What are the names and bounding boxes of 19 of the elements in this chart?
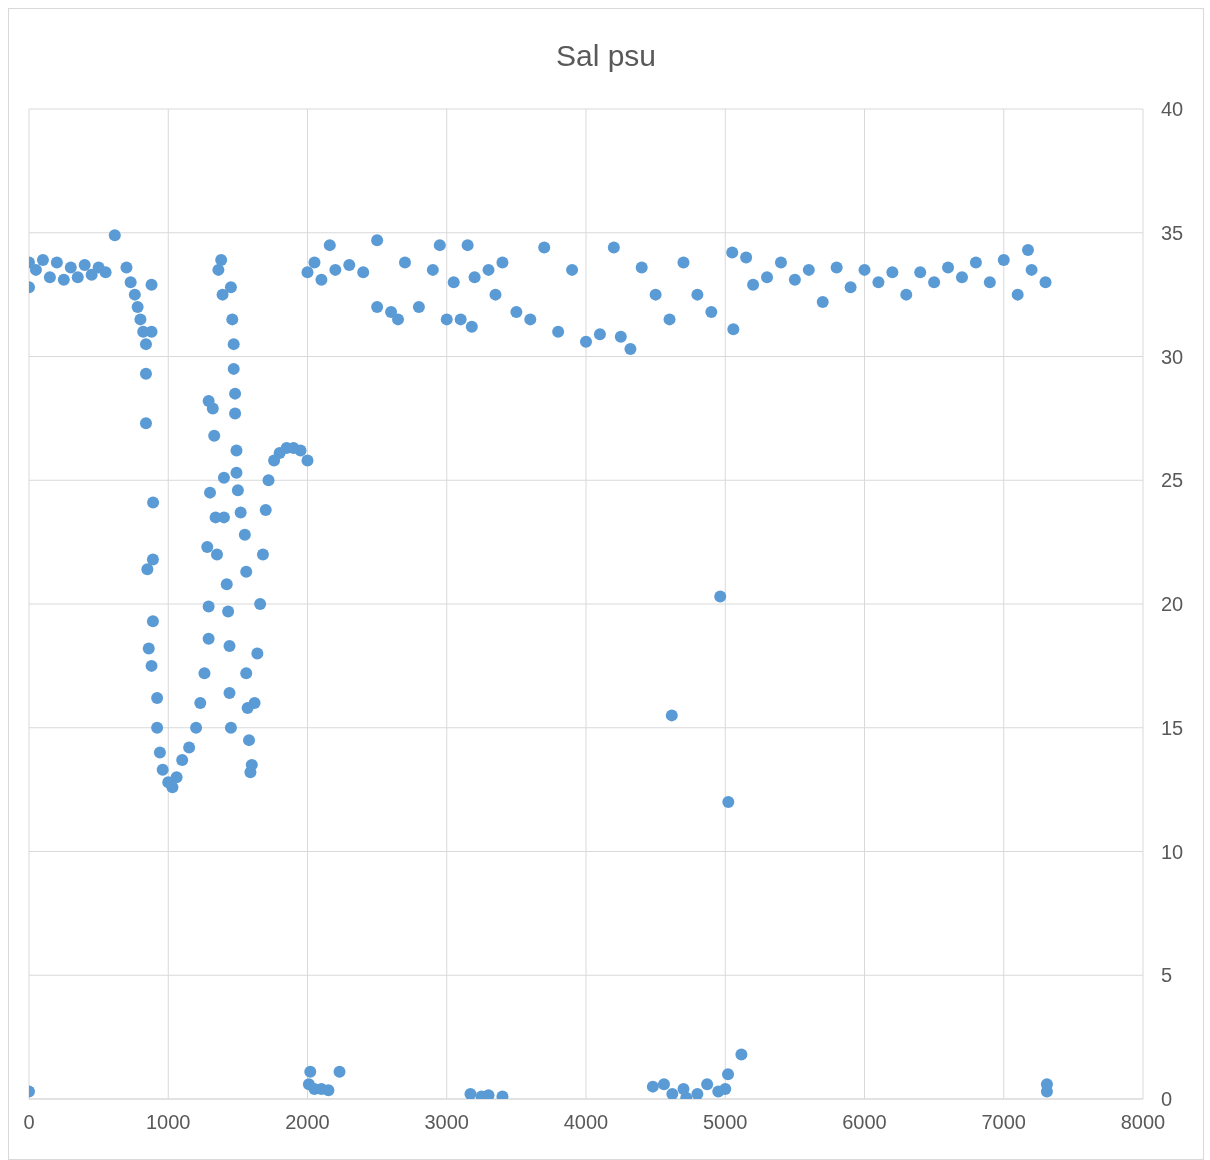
x-tick-label: 5000 [703, 1111, 748, 1134]
y-tick-label: 5 [1161, 964, 1173, 987]
y-tick-label: 40 [1161, 98, 1184, 121]
x-tick-label: 7000 [981, 1111, 1026, 1134]
y-tick-label: 15 [1161, 716, 1184, 739]
y-tick-label: 25 [1161, 469, 1184, 492]
y-tick-label: 35 [1161, 221, 1184, 244]
y-tick-label: 0 [1161, 1088, 1173, 1111]
x-tick-label: 3000 [424, 1111, 469, 1134]
x-tick-label: 2000 [285, 1111, 330, 1134]
x-tick-label: 0 [23, 1111, 35, 1134]
y-tick-label: 20 [1161, 593, 1184, 616]
x-tick-label: 4000 [563, 1111, 609, 1134]
chart-title: Sal psu [554, 38, 658, 74]
x-tick-label: 8000 [1120, 1111, 1166, 1134]
y-tick-label: 30 [1161, 345, 1184, 368]
x-tick-label: 1000 [146, 1111, 191, 1134]
y-tick-label: 10 [1161, 840, 1184, 863]
x-tick-label: 6000 [842, 1111, 887, 1134]
